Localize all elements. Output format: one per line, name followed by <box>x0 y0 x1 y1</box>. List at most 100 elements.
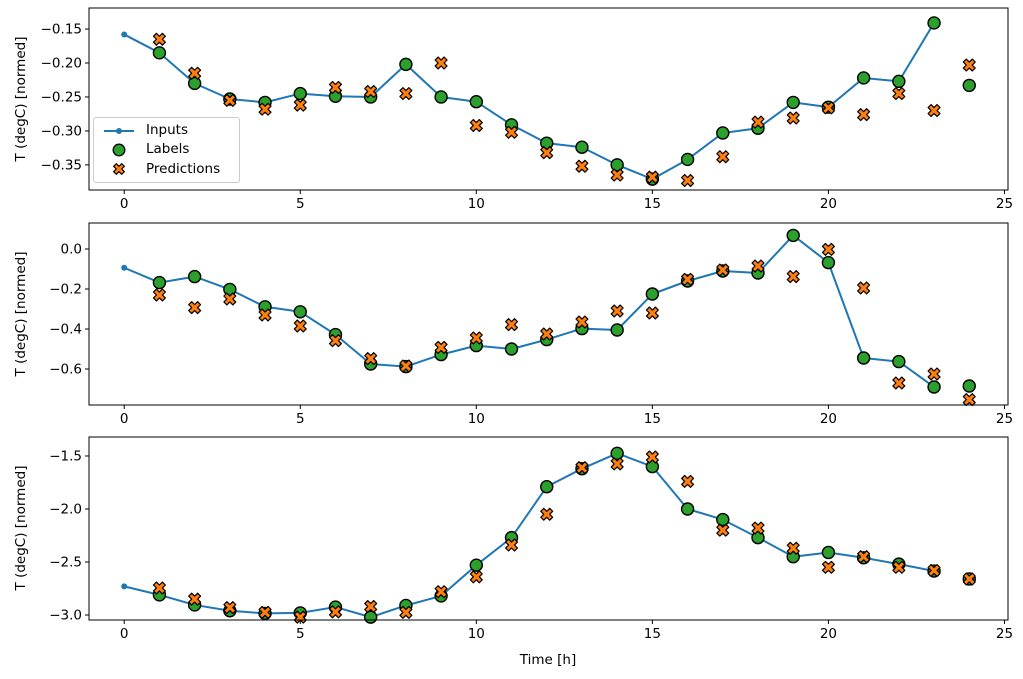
label-point <box>434 90 448 104</box>
x-tick-label: 25 <box>996 196 1013 212</box>
prediction-point <box>540 507 554 521</box>
legend-label-inputs: Inputs <box>146 121 188 138</box>
labels-scatter <box>152 16 976 186</box>
x-tick-label: 10 <box>468 411 485 427</box>
prediction-point <box>258 308 272 322</box>
prediction-point <box>223 292 237 306</box>
prediction-point <box>328 80 343 94</box>
prediction-point <box>504 538 519 552</box>
prediction-point <box>821 560 835 574</box>
x-marker-icon <box>113 163 125 176</box>
label-point <box>469 558 484 572</box>
prediction-point <box>364 599 378 614</box>
y-tick-label: −0.4 <box>49 322 82 338</box>
prediction-point <box>399 605 413 619</box>
prediction-point <box>786 111 800 125</box>
y-tick-label: −1.5 <box>49 448 82 464</box>
predictions-scatter <box>152 450 976 624</box>
prediction-point <box>399 87 413 101</box>
x-tick-label: 5 <box>296 411 305 427</box>
prediction-point <box>152 32 166 46</box>
label-point <box>610 446 624 461</box>
prediction-point <box>610 168 624 182</box>
prediction-point <box>751 115 765 129</box>
label-point <box>821 545 836 560</box>
prediction-point <box>786 270 800 284</box>
label-point <box>540 480 554 494</box>
x-tick-label: 25 <box>996 626 1013 642</box>
prediction-point <box>716 150 730 164</box>
y-tick-label: 0.0 <box>61 242 82 258</box>
prediction-point <box>892 376 906 390</box>
legend-label-labels: Labels <box>146 141 190 158</box>
prediction-point <box>188 301 202 315</box>
y-tick-label: −0.2 <box>49 282 82 298</box>
y-tick-label: −0.30 <box>41 123 82 139</box>
inputs-line <box>121 232 938 390</box>
label-point <box>927 380 941 394</box>
input-point <box>121 583 128 590</box>
prediction-point <box>610 304 624 318</box>
prediction-point <box>821 242 835 256</box>
prediction-point <box>927 367 941 381</box>
label-point <box>856 71 871 85</box>
prediction-point <box>751 259 765 273</box>
prediction-point <box>681 173 695 188</box>
x-tick-label: 20 <box>820 196 837 212</box>
x-tick-label: 5 <box>296 196 305 212</box>
prediction-point <box>434 340 448 354</box>
inputs-line <box>121 19 938 183</box>
prediction-point <box>504 125 519 139</box>
prediction-point <box>716 263 730 277</box>
prediction-point <box>188 66 202 80</box>
label-point <box>610 158 624 172</box>
inputs-polyline <box>123 234 935 388</box>
line-dot-icon <box>104 127 134 134</box>
y-tick-label: −0.25 <box>41 89 82 105</box>
labels-scatter <box>152 228 976 394</box>
prediction-point <box>469 118 483 133</box>
subplot-1: 0 5 10 15 20 25 −0.15 −0.20 −0.25 −0.30 −0.35 <box>41 7 1013 212</box>
prediction-point <box>434 585 448 599</box>
inputs-polyline <box>123 22 935 181</box>
legend-label-predictions: Predictions <box>146 160 221 177</box>
x-tick-label: 10 <box>468 626 485 642</box>
label-point <box>892 74 906 89</box>
y-tick-label: −0.15 <box>41 22 82 38</box>
label-point <box>152 46 167 60</box>
predictions-scatter <box>152 242 976 407</box>
legend-item-predictions: Predictions <box>102 161 231 177</box>
prediction-point <box>540 327 554 341</box>
legend-item-labels: Labels <box>102 142 231 158</box>
prediction-point <box>258 102 272 116</box>
label-point <box>786 95 800 110</box>
prediction-point <box>469 331 483 345</box>
prediction-point <box>223 93 237 107</box>
subplot-3: 0 5 10 15 20 25 −1.5 −2.0 −2.5 −3.0 <box>49 436 1013 642</box>
prediction-point <box>857 281 871 295</box>
prediction-point <box>328 334 343 348</box>
x-axis-label: Time [h] <box>519 652 577 668</box>
prediction-point <box>681 272 695 286</box>
y-tick-label: −2.5 <box>49 555 82 571</box>
x-tick-label: 5 <box>296 626 305 642</box>
y-axis-label-subplot-2: T (degC) [normed] <box>13 251 29 377</box>
label-point <box>927 16 941 30</box>
x-tick-label: 0 <box>120 626 129 642</box>
prediction-point <box>892 560 906 574</box>
label-point <box>293 305 307 319</box>
x-tick-label: 15 <box>644 411 661 427</box>
x-tick-label: 15 <box>644 196 661 212</box>
input-point <box>121 31 128 38</box>
prediction-point <box>575 461 589 475</box>
prediction-point <box>962 58 976 72</box>
prediction-point <box>892 87 906 101</box>
label-point <box>293 86 307 101</box>
prediction-point <box>293 319 307 333</box>
prediction-point <box>504 318 519 332</box>
label-point <box>575 140 589 154</box>
prediction-point <box>152 581 166 595</box>
label-point <box>856 351 871 365</box>
y-tick-label: −3.0 <box>49 608 82 624</box>
